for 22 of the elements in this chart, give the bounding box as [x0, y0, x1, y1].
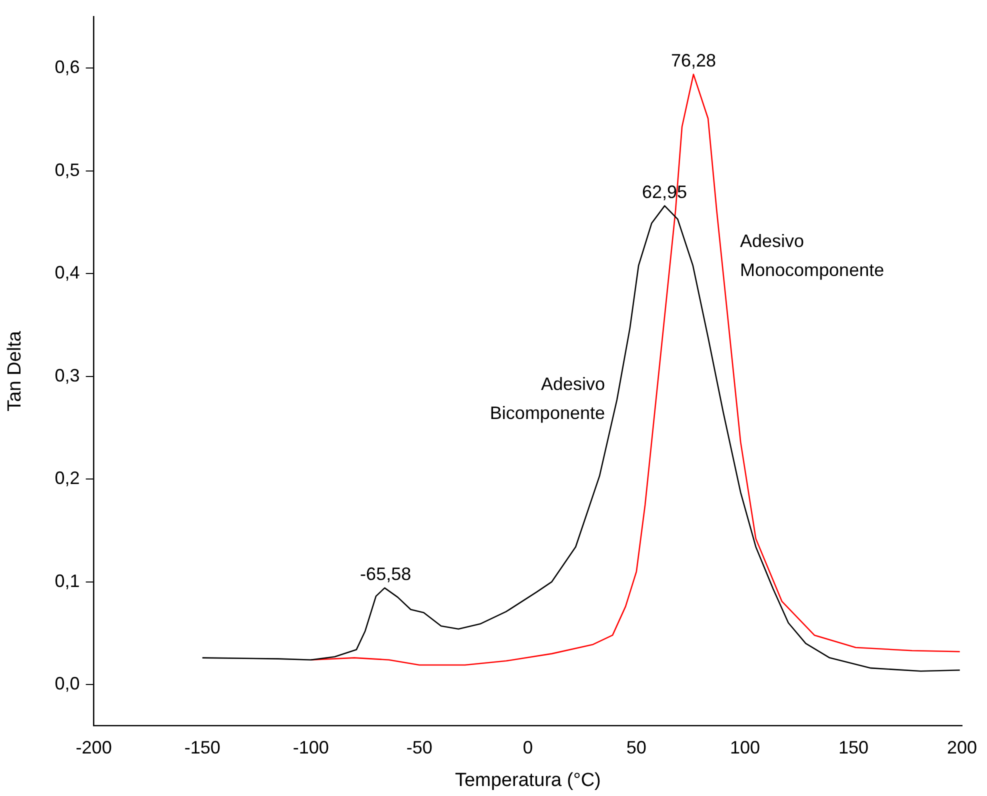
y-tick-label: 0,2 [54, 468, 80, 488]
y-tick-label: 0,5 [54, 160, 80, 180]
x-tick-label: 100 [730, 737, 760, 758]
x-tick-label: -50 [406, 737, 432, 758]
series-label: Adesivo Monocomponente [740, 231, 884, 280]
annotation: -65,58 [360, 564, 412, 584]
x-tick-label: -100 [292, 737, 329, 758]
y-tick-label: 0,6 [54, 57, 80, 78]
y-tick-label: 0,0 [54, 673, 80, 694]
y-axis-title: Tan Delta [4, 330, 26, 412]
annotation: 76,28 [670, 50, 716, 70]
series-label: Adesivo Bicomponente [490, 374, 605, 423]
y-tick-label: 0,4 [54, 262, 80, 283]
x-axis-title: Temperatura (°C) [454, 770, 601, 791]
x-tick-label: -200 [76, 737, 112, 758]
y-tick-label: 0,3 [54, 365, 80, 386]
x-tick-label: 150 [838, 737, 868, 758]
x-tick-label: 50 [626, 737, 646, 758]
y-tick-label: 0,1 [54, 570, 80, 591]
x-tick-label: 200 [946, 737, 978, 758]
x-tick-label: 0 [522, 737, 533, 758]
x-tick-label: -150 [184, 737, 220, 758]
